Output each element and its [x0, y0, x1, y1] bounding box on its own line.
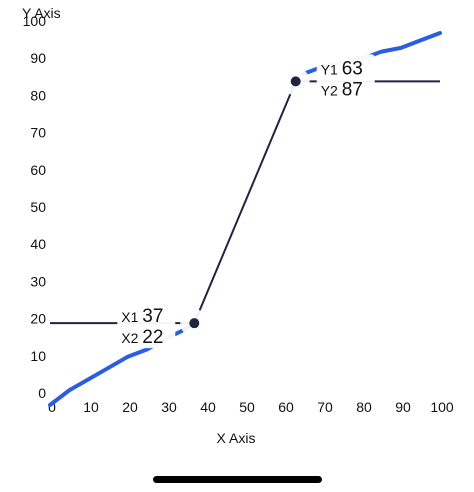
- x-readout-prefix-1: X1: [121, 309, 138, 325]
- y-axis-title: Y Axis: [22, 5, 61, 21]
- y-tick-label: 20: [30, 311, 46, 327]
- y-readout-value-1: 63: [342, 58, 363, 79]
- y-tick-label: 50: [30, 199, 46, 215]
- x-axis-title: X Axis: [217, 430, 256, 446]
- x-readout-value-2: 22: [142, 327, 163, 348]
- x-readout-value-1: 37: [142, 306, 163, 327]
- y-tick-label: 40: [30, 236, 46, 252]
- data-point-marker: [189, 318, 200, 329]
- x-tick-label: 30: [161, 399, 177, 415]
- x-readout-box: [117, 302, 176, 349]
- y-tick-label: 10: [30, 348, 46, 364]
- y-tick-label: 80: [30, 87, 46, 103]
- series-line: [48, 321, 197, 407]
- y-tick-label: 0: [38, 385, 46, 401]
- y-tick-label: 90: [30, 50, 46, 66]
- y-tick-label: 100: [23, 13, 47, 29]
- x-tick-label: 20: [122, 399, 138, 415]
- x-tick-label: 100: [430, 399, 454, 415]
- connector-line: [193, 80, 297, 324]
- x-tick-label: 40: [200, 399, 216, 415]
- x-tick-label: 10: [83, 399, 99, 415]
- x-tick-label: 0: [48, 399, 56, 415]
- x-tick-label: 80: [356, 399, 372, 415]
- x-tick-label: 50: [239, 399, 255, 415]
- y-tick-label: 60: [30, 162, 46, 178]
- x-tick-label: 90: [395, 399, 411, 415]
- y-tick-label: 30: [30, 273, 46, 289]
- y-readout-box: [316, 54, 375, 101]
- x-readout-prefix-2: X2: [121, 330, 138, 346]
- y-tick-label: 70: [30, 125, 46, 141]
- data-point-marker: [290, 76, 301, 87]
- y-readout-value-2: 87: [342, 79, 363, 100]
- home-indicator[interactable]: [153, 476, 322, 483]
- x-tick-label: 60: [278, 399, 294, 415]
- y-readout-prefix-1: Y1: [321, 61, 338, 77]
- y-readout-prefix-2: Y2: [321, 82, 338, 98]
- x-tick-label: 70: [317, 399, 333, 415]
